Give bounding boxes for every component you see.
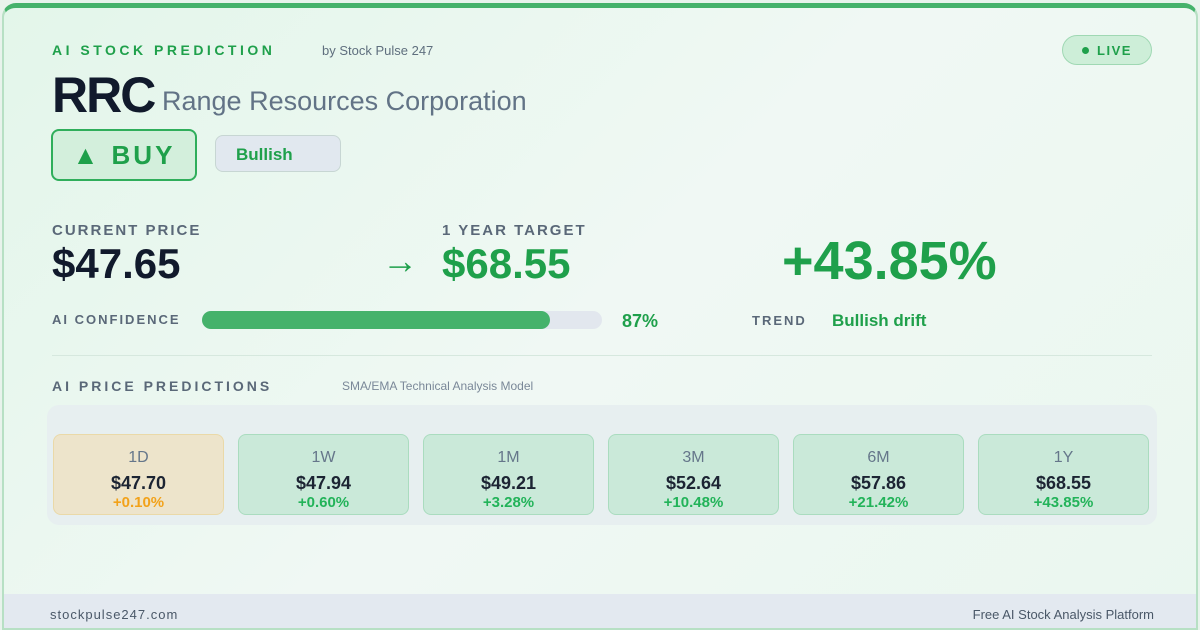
prediction-card: AI STOCK PREDICTION by Stock Pulse 247 L… [2, 3, 1198, 630]
predicted-change: +10.48% [663, 494, 724, 511]
confidence-fill [202, 311, 550, 329]
predicted-change: +0.10% [112, 494, 165, 511]
predicted-price: $57.86 [850, 473, 907, 493]
model-label: SMA/EMA Technical Analysis Model [342, 379, 534, 393]
predicted-change: +3.28% [482, 494, 535, 511]
predicted-change: +43.85% [1033, 494, 1094, 511]
period: 1M [497, 449, 520, 466]
target-price: $68.55 [442, 240, 571, 287]
period: 6M [867, 449, 890, 466]
sentiment-badge: Bullish [215, 135, 341, 172]
prediction-1m: 1M $49.21 +3.28% [423, 434, 594, 515]
live-dot-icon [1082, 46, 1090, 54]
change-percent: +43.85% [782, 231, 997, 291]
live-badge: LIVE [1062, 35, 1152, 65]
footer-tagline: Free AI Stock Analysis Platform [972, 607, 1154, 622]
prediction-1y: 1Y $68.55 +43.85% [978, 434, 1149, 515]
live-label: LIVE [1097, 42, 1132, 58]
period: 3M [682, 449, 705, 466]
confidence-value: 87% [622, 311, 659, 331]
arrow-right-icon: → [382, 240, 418, 281]
predicted-price: $49.21 [480, 473, 537, 493]
period: 1D [128, 449, 149, 466]
current-price-label: CURRENT PRICE [52, 222, 202, 239]
predictions-grid: 1D $47.70 +0.10% 1W $47.94 +0.60% 1M $49.21 +3.2… [47, 405, 1157, 525]
predicted-price: $47.94 [295, 473, 352, 493]
predicted-price: $47.70 [110, 473, 167, 493]
divider [52, 355, 1152, 356]
confidence-label: AI CONFIDENCE [52, 312, 181, 327]
current-price: $47.65 [52, 240, 181, 287]
predicted-price: $52.64 [665, 473, 722, 493]
footer-site: stockpulse247.com [50, 607, 179, 622]
predictions-title: AI PRICE PREDICTIONS [52, 378, 273, 394]
prediction-1w: 1W $47.94 +0.60% [238, 434, 409, 515]
brand-label: AI STOCK PREDICTION [52, 42, 276, 58]
predicted-change: +21.42% [848, 494, 909, 511]
predicted-change: +0.60% [297, 494, 350, 511]
predicted-price: $68.55 [1035, 473, 1092, 493]
confidence-bar [202, 311, 602, 329]
prediction-6m: 6M $57.86 +21.42% [793, 434, 964, 515]
trend-label: TREND [752, 313, 807, 328]
footer: stockpulse247.com Free AI Stock Analysis … [4, 594, 1196, 628]
prediction-3m: 3M $52.64 +10.48% [608, 434, 779, 515]
trend-value: Bullish drift [832, 311, 927, 330]
period: 1W [311, 449, 336, 466]
prediction-1d: 1D $47.70 +0.10% [53, 434, 224, 515]
period: 1Y [1053, 449, 1074, 466]
target-label: 1 YEAR TARGET [442, 222, 587, 239]
company-name: Range Resources Corporation [162, 86, 527, 116]
signal-badge: ▲ BUY [51, 129, 197, 181]
ticker: RRC [52, 67, 156, 123]
byline: by Stock Pulse 247 [322, 43, 434, 58]
